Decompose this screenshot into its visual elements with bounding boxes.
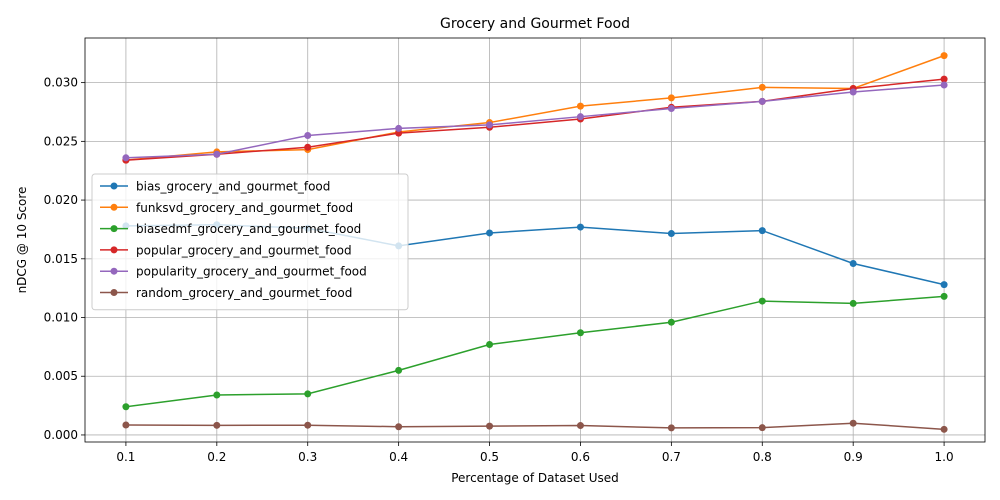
data-point bbox=[122, 403, 130, 411]
data-point bbox=[940, 52, 948, 60]
legend-item: popularity_grocery_and_gourmet_food bbox=[100, 265, 367, 279]
legend-box bbox=[91, 173, 409, 311]
data-point bbox=[486, 229, 494, 237]
data-point bbox=[758, 424, 766, 432]
y-tick-label: 0.030 bbox=[44, 76, 78, 90]
x-tick-label: 0.7 bbox=[662, 450, 681, 464]
series-layer bbox=[122, 52, 948, 433]
data-point bbox=[304, 390, 312, 398]
data-point bbox=[304, 131, 312, 139]
data-point bbox=[486, 341, 494, 349]
series-2 bbox=[122, 52, 948, 164]
data-point bbox=[940, 75, 948, 83]
data-point bbox=[940, 81, 948, 89]
data-point bbox=[667, 94, 675, 102]
data-point bbox=[213, 421, 221, 429]
legend-label: random_grocery_and_gourmet_food bbox=[136, 286, 352, 300]
legend-marker bbox=[110, 246, 118, 254]
legend-marker bbox=[110, 203, 118, 211]
data-point bbox=[576, 329, 584, 337]
data-point bbox=[849, 299, 857, 307]
data-point bbox=[395, 423, 403, 431]
data-point bbox=[122, 421, 130, 429]
data-point bbox=[849, 88, 857, 96]
data-point bbox=[667, 318, 675, 326]
data-point bbox=[122, 154, 130, 162]
data-point bbox=[395, 366, 403, 374]
series-line bbox=[125, 78, 945, 161]
x-tick-label: 1.0 bbox=[935, 450, 954, 464]
data-point bbox=[758, 297, 766, 305]
series-line bbox=[125, 54, 945, 161]
chart-title: Grocery and Gourmet Food bbox=[440, 16, 630, 32]
legend-item: funksvd_grocery_and_gourmet_food bbox=[100, 201, 353, 215]
data-point bbox=[667, 104, 675, 112]
data-point bbox=[576, 102, 584, 110]
x-tick-label: 0.1 bbox=[116, 450, 135, 464]
data-point bbox=[667, 424, 675, 432]
data-point bbox=[304, 421, 312, 429]
legend-item: popular_grocery_and_gourmet_food bbox=[100, 243, 352, 257]
y-tick-label: 0.000 bbox=[44, 428, 78, 442]
data-point bbox=[940, 425, 948, 433]
series-line bbox=[125, 84, 945, 159]
data-point bbox=[667, 230, 675, 238]
legend-item: biasedmf_grocery_and_gourmet_food bbox=[100, 222, 361, 236]
x-tick-label: 0.9 bbox=[844, 450, 863, 464]
legend-marker bbox=[110, 182, 118, 190]
series-line bbox=[125, 422, 945, 431]
legend-label: biasedmf_grocery_and_gourmet_food bbox=[136, 222, 361, 236]
data-point bbox=[758, 83, 766, 91]
legend: bias_grocery_and_gourmet_food funksvd_gro… bbox=[91, 173, 409, 311]
data-point bbox=[576, 223, 584, 231]
legend-label: popular_grocery_and_gourmet_food bbox=[136, 243, 352, 257]
legend-item: random_grocery_and_gourmet_food bbox=[100, 286, 352, 300]
data-point bbox=[213, 391, 221, 399]
x-tick-label: 0.4 bbox=[389, 450, 408, 464]
y-tick-label: 0.020 bbox=[44, 193, 78, 207]
legend-marker bbox=[110, 225, 118, 233]
x-axis-label: Percentage of Dataset Used bbox=[451, 471, 619, 485]
x-tick-label: 0.6 bbox=[571, 450, 590, 464]
legend-label: bias_grocery_and_gourmet_food bbox=[136, 180, 330, 194]
series-6 bbox=[122, 419, 948, 433]
x-tick-label: 0.3 bbox=[298, 450, 317, 464]
series-line bbox=[125, 295, 945, 408]
axes: 0.1 0.2 0.3 0.4 0.5 0.6 0.7 0.8 0.9 1.0 0.000 0.005… bbox=[44, 37, 986, 464]
plot-frame bbox=[84, 37, 986, 443]
data-point bbox=[758, 227, 766, 235]
series-5 bbox=[122, 81, 948, 162]
x-tick-label: 0.5 bbox=[480, 450, 499, 464]
data-point bbox=[213, 150, 221, 158]
data-point bbox=[395, 124, 403, 132]
data-point bbox=[940, 292, 948, 300]
legend-label: popularity_grocery_and_gourmet_food bbox=[136, 265, 367, 279]
data-point bbox=[849, 259, 857, 267]
data-point bbox=[849, 419, 857, 427]
legend-marker bbox=[110, 267, 118, 275]
data-point bbox=[758, 97, 766, 105]
data-point bbox=[486, 121, 494, 129]
x-tick-label: 0.8 bbox=[753, 450, 772, 464]
y-tick-label: 0.010 bbox=[44, 311, 78, 325]
y-tick-label: 0.015 bbox=[44, 252, 78, 266]
y-tick-label: 0.025 bbox=[44, 134, 78, 148]
y-axis-label: nDCG @ 10 Score bbox=[15, 187, 29, 294]
x-tick-label: 0.2 bbox=[207, 450, 226, 464]
data-point bbox=[576, 422, 584, 430]
data-point bbox=[486, 422, 494, 430]
data-point bbox=[304, 143, 312, 151]
legend-marker bbox=[110, 289, 118, 296]
data-point bbox=[940, 281, 948, 289]
data-point bbox=[576, 113, 584, 121]
series-3 bbox=[122, 292, 948, 411]
legend-label: funksvd_grocery_and_gourmet_food bbox=[136, 201, 353, 215]
y-tick-label: 0.005 bbox=[44, 369, 78, 383]
legend-item: bias_grocery_and_gourmet_food bbox=[100, 180, 330, 194]
